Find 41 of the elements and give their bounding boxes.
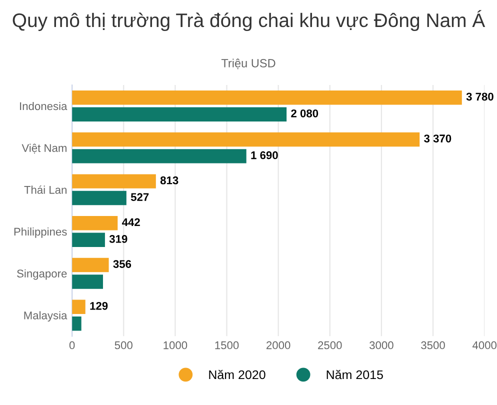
x-tick-label: 3000 xyxy=(370,341,394,350)
y-tick-label: Indonesia xyxy=(20,102,68,110)
data-label: 2 080 xyxy=(291,109,318,118)
x-tick-label: 3500 xyxy=(421,341,445,350)
data-label: 129 xyxy=(90,302,108,310)
data-label: 3 780 xyxy=(466,92,494,101)
bar xyxy=(72,300,86,314)
bar xyxy=(72,149,246,164)
chart-subtitle: Triệu USD xyxy=(221,58,276,70)
y-tick-label: Việt Nam xyxy=(22,144,66,154)
y-tick-label: Malaysia xyxy=(24,311,68,322)
x-tick-label: 4000 xyxy=(472,341,496,350)
x-tick-label: 1000 xyxy=(164,341,188,350)
x-tick-label: 2000 xyxy=(266,341,290,350)
bar xyxy=(72,174,156,188)
data-label: 319 xyxy=(109,235,128,243)
bar xyxy=(72,132,420,147)
bar xyxy=(72,258,109,272)
y-tick-label: Philippines xyxy=(14,228,67,238)
data-label: 3 370 xyxy=(424,134,452,142)
chart-title: Quy mô thị trường Trà đóng chai khu vực Đông Nam Á xyxy=(12,10,486,32)
bar xyxy=(72,190,126,206)
y-tick-label: Thái Lan xyxy=(24,186,66,194)
data-label: 1 690 xyxy=(251,151,278,160)
data-label: 356 xyxy=(113,260,132,268)
bar xyxy=(72,107,287,122)
bar xyxy=(72,90,462,105)
legend-label: Năm 2015 xyxy=(326,370,383,380)
bar xyxy=(72,274,104,289)
bar xyxy=(72,216,118,230)
data-label: 442 xyxy=(122,218,140,226)
x-tick-label: 1500 xyxy=(215,341,239,350)
bar xyxy=(72,232,105,248)
data-label: 813 xyxy=(160,176,178,184)
x-tick-label: 2500 xyxy=(318,341,342,350)
bar xyxy=(72,316,82,331)
x-tick-label: 500 xyxy=(114,341,132,350)
data-label: 527 xyxy=(130,193,149,202)
legend-label: Năm 2020 xyxy=(209,370,266,380)
x-tick-label: 0 xyxy=(69,341,75,350)
y-tick-label: Singapore xyxy=(17,269,67,280)
